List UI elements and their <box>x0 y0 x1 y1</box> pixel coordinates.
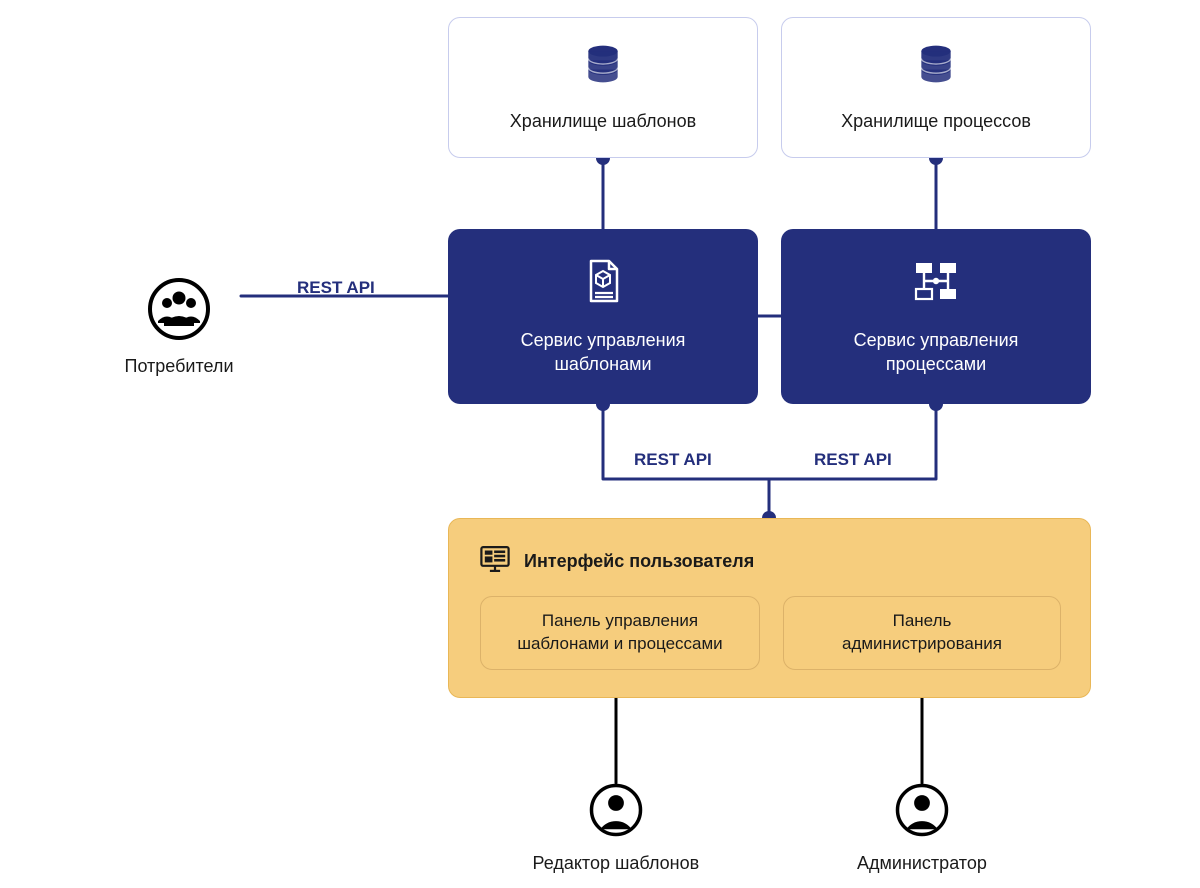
hierarchy-icon <box>912 257 960 310</box>
user-icon <box>894 782 950 843</box>
actor-label: Потребители <box>125 356 234 377</box>
edge-label: REST API <box>814 450 892 470</box>
node-label: Хранилище процессов <box>841 109 1031 133</box>
actor-label: Администратор <box>857 853 987 874</box>
database-icon <box>914 42 958 91</box>
user-icon <box>588 782 644 843</box>
node-label: Сервис управления процессами <box>854 328 1019 377</box>
subnode-subpanel_mgmt: Панель управления шаблонами и процессами <box>480 596 760 670</box>
node-label: Сервис управления шаблонами <box>521 328 686 377</box>
users-group-icon <box>147 277 211 346</box>
panel-title: Интерфейс пользователя <box>478 542 754 581</box>
node-label: Хранилище шаблонов <box>510 109 696 133</box>
node-service_templates: Сервис управления шаблонами <box>448 229 758 404</box>
subnode-label: Панель администрирования <box>842 610 1002 656</box>
node-storage_processes: Хранилище процессов <box>781 17 1091 158</box>
database-icon <box>581 42 625 91</box>
edge-label: REST API <box>634 450 712 470</box>
edge-label: REST API <box>297 278 375 298</box>
subnode-label: Панель управления шаблонами и процессами <box>517 610 722 656</box>
monitor-icon <box>478 542 512 581</box>
document-cube-icon <box>579 257 627 310</box>
node-storage_templates: Хранилище шаблонов <box>448 17 758 158</box>
actor-admin: Администратор <box>857 782 987 874</box>
node-service_processes: Сервис управления процессами <box>781 229 1091 404</box>
actor-editor: Редактор шаблонов <box>533 782 700 874</box>
actor-consumers: Потребители <box>125 277 234 377</box>
actor-label: Редактор шаблонов <box>533 853 700 874</box>
panel-title-text: Интерфейс пользователя <box>524 551 754 572</box>
subnode-subpanel_admin: Панель администрирования <box>783 596 1061 670</box>
